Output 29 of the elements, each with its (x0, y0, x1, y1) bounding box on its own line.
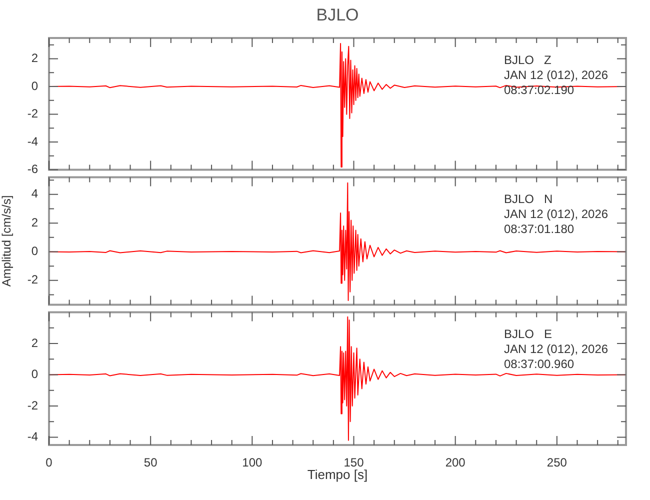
chart-title: BJLO (316, 6, 359, 25)
y-tick-label: 2 (31, 51, 38, 66)
annotation: JAN 12 (012), 2026 (504, 207, 608, 222)
y-tick-label: 2 (31, 215, 38, 230)
x-tick-label: 0 (46, 456, 53, 470)
y-tick-label: 0 (31, 367, 38, 382)
x-tick-label: 250 (546, 456, 568, 470)
y-tick-label: 2 (31, 336, 38, 350)
y-tick-label: -4 (27, 430, 38, 444)
y-tick-label: -4 (27, 134, 38, 148)
annotation: 08:37:02.190 (504, 83, 574, 97)
annotation: JAN 12 (012), 2026 (504, 342, 608, 356)
y-tick-label: 4 (31, 186, 38, 201)
annotation: BJLO E (504, 327, 552, 342)
y-tick-label: -2 (27, 106, 38, 121)
y-tick-label: 0 (31, 78, 38, 93)
annotation: BJLO Z (504, 53, 552, 67)
x-tick-label: 200 (445, 456, 466, 470)
annotation: JAN 12 (012), 2026 (504, 68, 608, 82)
x-tick-label: 50 (144, 456, 158, 470)
y-tick-label: -2 (27, 272, 38, 287)
y-axis-title: Amplitud [cm/s/s] (0, 195, 14, 287)
x-tick-label: 100 (242, 456, 262, 470)
y-tick-label: -2 (27, 398, 38, 412)
annotation: 08:37:01.180 (504, 222, 574, 236)
annotation: 08:37:00.960 (504, 357, 574, 372)
annotation: BJLO N (504, 192, 553, 206)
y-tick-label: -6 (27, 162, 38, 176)
y-tick-label: 0 (31, 244, 38, 258)
